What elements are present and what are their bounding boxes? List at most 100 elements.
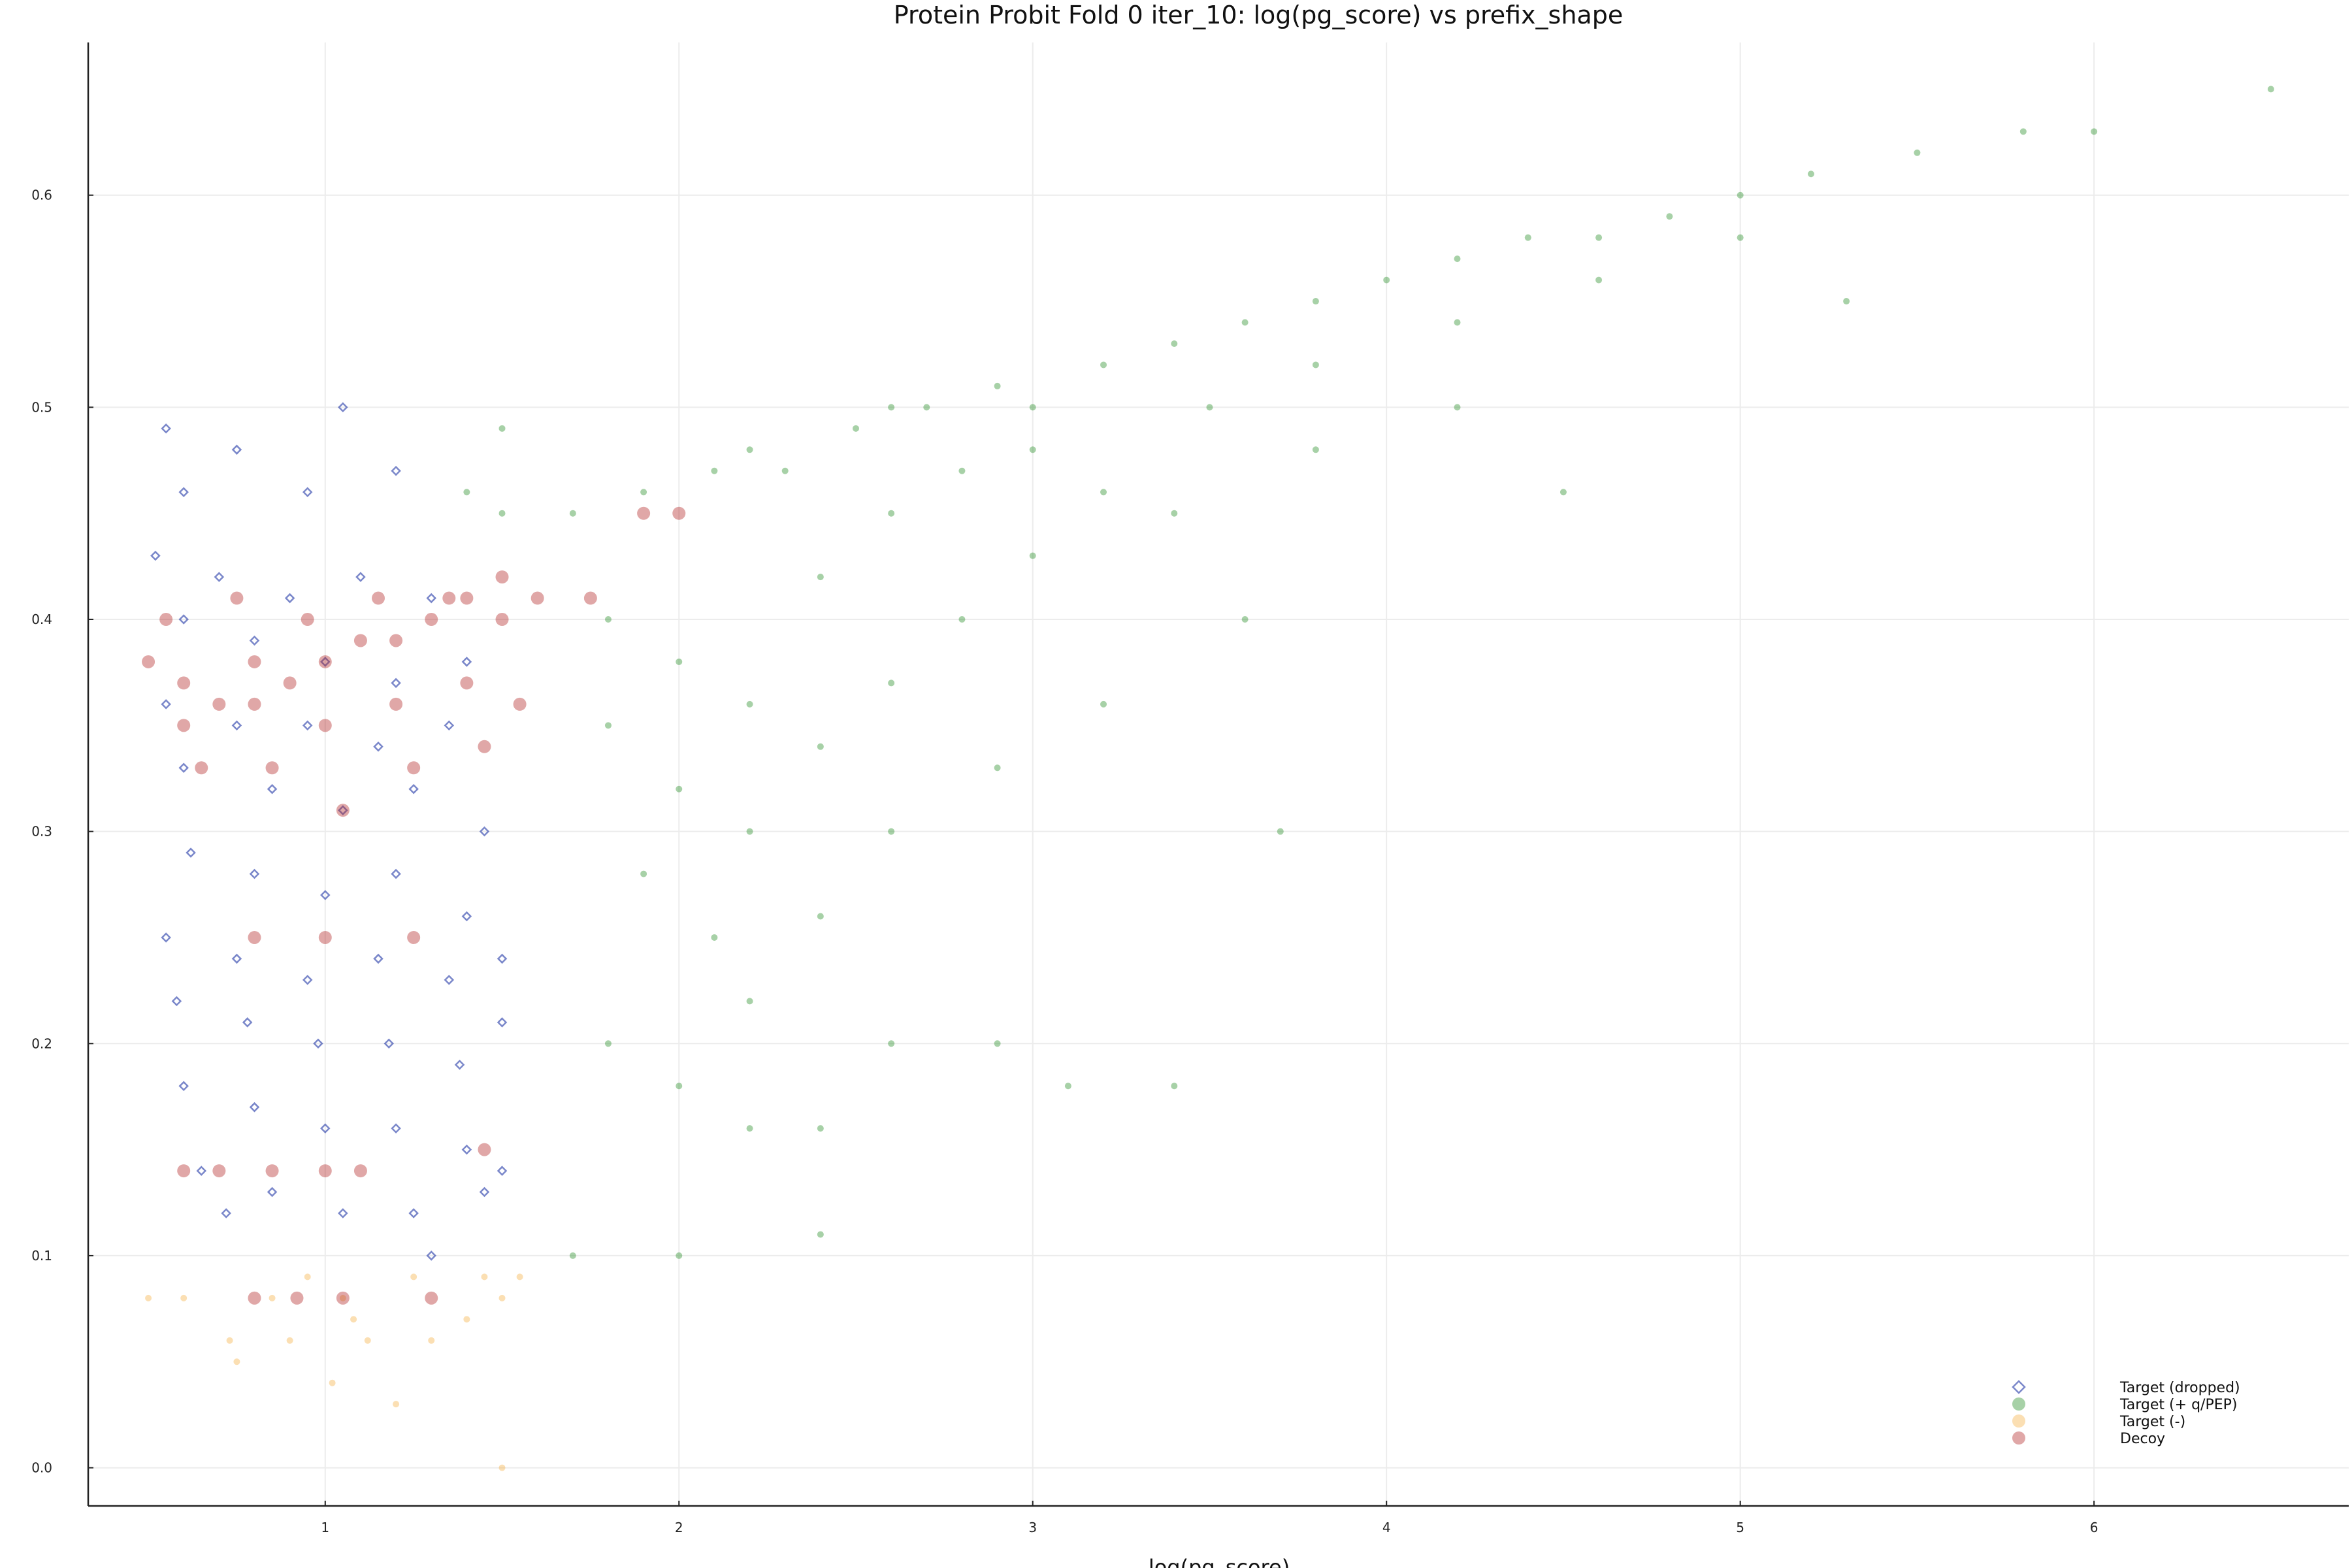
data-point <box>994 1040 1001 1047</box>
data-point <box>150 550 161 561</box>
data-point <box>888 1040 895 1047</box>
data-point <box>142 655 155 668</box>
data-point <box>283 676 297 690</box>
data-point <box>338 805 348 815</box>
data-point <box>604 722 612 729</box>
data-point <box>746 700 753 708</box>
data-point <box>302 975 313 985</box>
data-point <box>888 404 895 411</box>
data-point <box>1807 171 1814 178</box>
data-point <box>231 953 242 964</box>
data-point <box>746 998 753 1005</box>
data-point <box>461 911 472 922</box>
data-point <box>817 1125 824 1132</box>
data-point <box>442 591 456 605</box>
data-point <box>178 487 189 497</box>
data-point <box>286 1337 293 1344</box>
data-point <box>338 1208 348 1218</box>
data-point <box>407 761 421 775</box>
data-point <box>498 510 506 517</box>
data-point <box>393 1401 400 1408</box>
data-point <box>389 634 403 647</box>
data-point <box>161 699 171 710</box>
data-point <box>781 467 789 474</box>
data-point <box>177 676 191 690</box>
data-point <box>178 762 189 774</box>
series-1 <box>463 86 2274 1259</box>
data-point <box>233 1358 240 1365</box>
data-point <box>1312 298 1319 305</box>
data-point <box>497 1017 508 1028</box>
data-point <box>302 487 313 497</box>
data-point <box>994 382 1001 389</box>
data-point <box>231 720 242 731</box>
data-point <box>329 1379 336 1386</box>
data-point <box>145 1294 152 1301</box>
data-point <box>320 657 331 667</box>
data-point <box>1843 298 1850 305</box>
data-point <box>391 678 401 689</box>
data-point <box>389 697 403 711</box>
data-point <box>1454 404 1461 411</box>
data-point <box>1171 340 1178 347</box>
data-point <box>676 1252 683 1259</box>
data-point <box>817 1231 824 1238</box>
legend-label: Decoy <box>2120 1431 2165 1447</box>
y-tick-label: 0.4 <box>31 612 52 627</box>
legend-marker <box>2012 1431 2025 1445</box>
legend-entry: Target (-) <box>2012 1414 2185 1430</box>
data-point <box>1029 552 1036 559</box>
data-point <box>497 1166 508 1176</box>
data-point <box>478 740 491 753</box>
data-point <box>301 613 314 627</box>
data-point <box>426 593 436 604</box>
data-point <box>212 697 226 711</box>
data-point <box>958 616 966 623</box>
data-point <box>1454 319 1461 326</box>
data-point <box>372 591 385 605</box>
data-point <box>958 467 966 474</box>
data-point <box>408 783 419 794</box>
data-point <box>1171 1083 1178 1090</box>
data-point <box>161 932 171 943</box>
data-point <box>353 634 367 647</box>
x-tick-label: 6 <box>2090 1520 2099 1535</box>
legend-marker <box>2012 1414 2025 1428</box>
legend-label: Target (dropped) <box>2119 1380 2240 1396</box>
data-point <box>1737 191 1744 199</box>
data-point <box>852 425 859 432</box>
data-point <box>407 930 421 944</box>
data-point <box>180 1294 188 1301</box>
data-point <box>461 1144 472 1155</box>
legend-marker <box>2012 1397 2025 1411</box>
data-point <box>425 1291 438 1305</box>
data-point <box>1029 446 1036 453</box>
data-point <box>373 742 384 752</box>
data-point <box>249 868 260 879</box>
y-tick-label: 0.6 <box>31 188 52 203</box>
data-point <box>410 1273 417 1281</box>
y-tick-label: 0.0 <box>31 1460 52 1476</box>
data-point <box>460 591 474 605</box>
data-point <box>498 425 506 432</box>
data-point <box>230 591 244 605</box>
data-point <box>350 1316 357 1323</box>
x-tick-label: 2 <box>675 1520 683 1535</box>
legend-entry: Target (dropped) <box>2012 1380 2240 1396</box>
data-point <box>817 574 824 581</box>
data-point <box>177 1164 191 1178</box>
legend-label: Target (+ q/PEP) <box>2119 1397 2237 1413</box>
data-point <box>672 506 686 520</box>
data-point <box>1206 404 1213 411</box>
data-point <box>355 572 366 582</box>
legend: Target (dropped)Target (+ q/PEP)Target (… <box>2012 1380 2240 1447</box>
data-point <box>1277 828 1284 835</box>
data-point <box>676 1083 683 1090</box>
data-point <box>391 868 401 879</box>
data-point <box>320 890 331 900</box>
data-point <box>178 614 189 625</box>
data-point <box>1312 361 1319 368</box>
data-point <box>1064 1083 1071 1090</box>
data-point <box>454 1059 465 1070</box>
